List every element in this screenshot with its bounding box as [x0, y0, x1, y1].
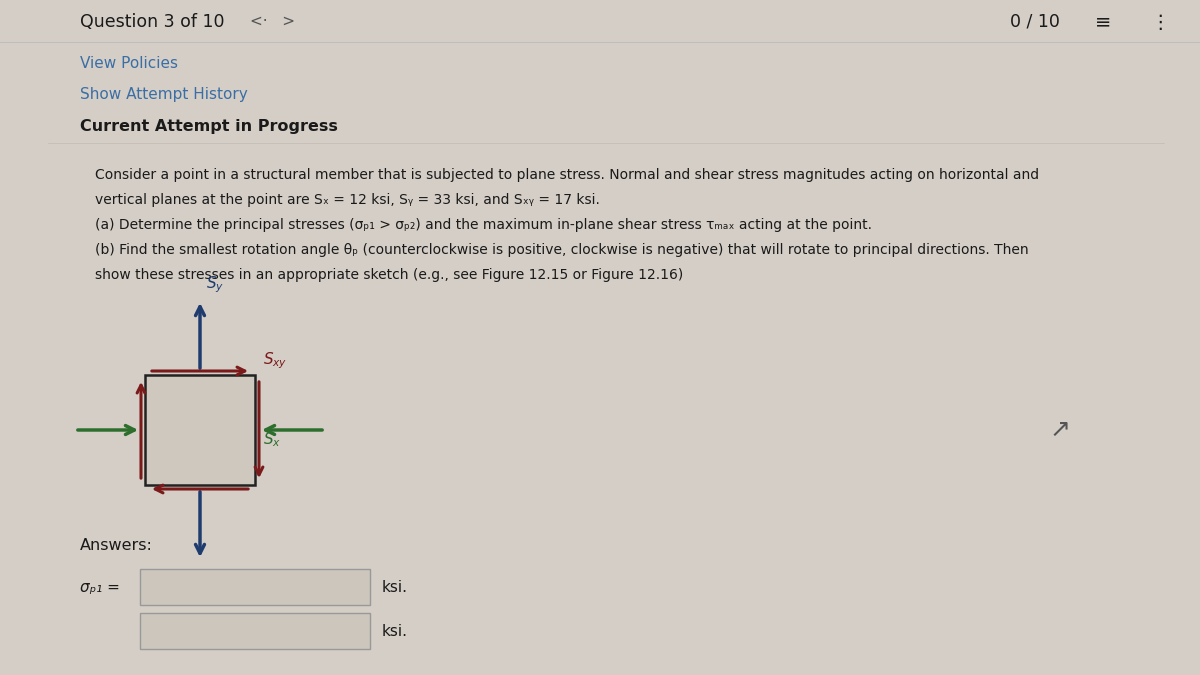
Bar [145, 375, 256, 485]
Text: ↗: ↗ [1050, 418, 1070, 442]
Text: vertical planes at the point are Sₓ = 12 ksi, Sᵧ = 33 ksi, and Sₓᵧ = 17 ksi.: vertical planes at the point are Sₓ = 12… [95, 193, 600, 207]
Text: View Policies: View Policies [80, 57, 178, 72]
Text: $S_{xy}$: $S_{xy}$ [263, 351, 288, 371]
Text: show these stresses in an appropriate sketch (e.g., see Figure 12.15 or Figure 1: show these stresses in an appropriate sk… [95, 268, 683, 282]
Text: (a) Determine the principal stresses (σₚ₁ > σₚ₂) and the maximum in-plane shear : (a) Determine the principal stresses (σₚ… [95, 218, 872, 232]
Text: ksi.: ksi. [382, 580, 408, 595]
Text: <·   >: <· > [250, 14, 295, 30]
Text: ⋮: ⋮ [1150, 13, 1170, 32]
Text: Answers:: Answers: [80, 537, 152, 553]
Bar [140, 613, 370, 649]
Text: Consider a point in a structural member that is subjected to plane stress. Norma: Consider a point in a structural member … [95, 168, 1039, 182]
Text: 0 / 10: 0 / 10 [1010, 13, 1060, 31]
Text: σₚ₁ =: σₚ₁ = [80, 580, 120, 595]
Text: $S_x$: $S_x$ [263, 431, 281, 450]
Text: Current Attempt in Progress: Current Attempt in Progress [80, 119, 338, 134]
Text: Show Attempt History: Show Attempt History [80, 88, 247, 103]
Text: Question 3 of 10: Question 3 of 10 [80, 13, 224, 31]
Text: (b) Find the smallest rotation angle θₚ (counterclockwise is positive, clockwise: (b) Find the smallest rotation angle θₚ … [95, 243, 1028, 257]
Text: ksi.: ksi. [382, 624, 408, 639]
Text: ≡: ≡ [1096, 13, 1111, 32]
Bar [140, 569, 370, 605]
Text: $S_y$: $S_y$ [206, 275, 224, 295]
